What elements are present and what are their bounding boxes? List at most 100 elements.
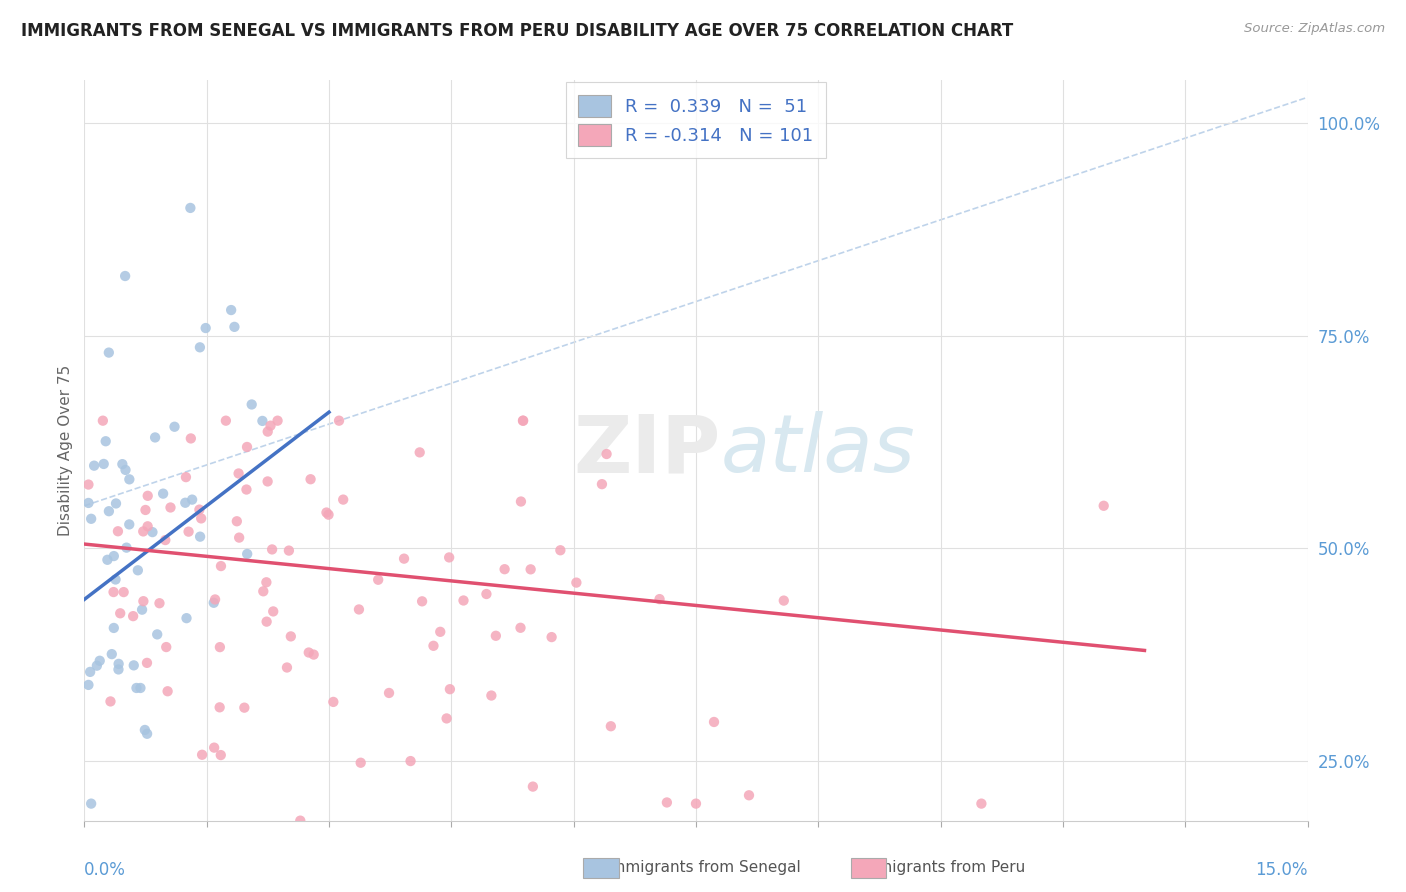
- Point: [235, 483, 257, 497]
- Point: [224, 319, 246, 334]
- Point: [127, 563, 149, 577]
- Point: [848, 822, 870, 837]
- Point: [512, 414, 534, 428]
- Point: [550, 543, 572, 558]
- Point: [114, 463, 136, 477]
- Point: [277, 543, 299, 558]
- Point: [191, 747, 214, 762]
- Point: [136, 519, 159, 533]
- Point: [96, 553, 118, 567]
- Point: [202, 596, 225, 610]
- Point: [703, 714, 725, 729]
- Point: [591, 477, 613, 491]
- Text: 15.0%: 15.0%: [1256, 862, 1308, 880]
- Point: [648, 592, 671, 607]
- Point: [332, 492, 354, 507]
- Point: [86, 658, 108, 673]
- Point: [194, 321, 217, 335]
- Point: [318, 508, 340, 522]
- Point: [107, 662, 129, 676]
- Point: [509, 621, 531, 635]
- Point: [290, 814, 312, 828]
- Point: [322, 695, 344, 709]
- Point: [512, 414, 534, 428]
- Point: [122, 658, 145, 673]
- Point: [367, 573, 389, 587]
- Point: [134, 723, 156, 737]
- Point: [262, 604, 284, 618]
- Point: [302, 648, 325, 662]
- Text: IMMIGRANTS FROM SENEGAL VS IMMIGRANTS FROM PERU DISABILITY AGE OVER 75 CORRELATI: IMMIGRANTS FROM SENEGAL VS IMMIGRANTS FR…: [21, 22, 1014, 40]
- Point: [738, 789, 761, 803]
- Point: [188, 340, 211, 354]
- Point: [219, 303, 242, 318]
- Point: [132, 524, 155, 539]
- Point: [256, 615, 278, 629]
- Point: [104, 573, 127, 587]
- Point: [177, 524, 200, 539]
- Point: [118, 517, 141, 532]
- Point: [202, 740, 225, 755]
- Point: [107, 524, 129, 539]
- Point: [188, 502, 211, 516]
- Point: [83, 458, 105, 473]
- Point: [129, 681, 152, 695]
- Point: [89, 654, 111, 668]
- Point: [215, 414, 238, 428]
- Point: [103, 549, 125, 563]
- Point: [280, 629, 302, 643]
- Point: [110, 607, 132, 621]
- Point: [188, 530, 211, 544]
- Point: [136, 727, 159, 741]
- Point: [378, 686, 401, 700]
- Point: [228, 467, 250, 481]
- Point: [479, 689, 502, 703]
- Point: [494, 562, 516, 576]
- Point: [179, 201, 201, 215]
- Point: [209, 559, 232, 574]
- Point: [101, 647, 124, 661]
- Point: [79, 665, 101, 679]
- Point: [522, 780, 544, 794]
- Point: [105, 496, 128, 510]
- Point: [429, 624, 451, 639]
- Point: [77, 678, 100, 692]
- Point: [254, 575, 277, 590]
- Point: [298, 646, 321, 660]
- Point: [118, 472, 141, 486]
- Point: [685, 797, 707, 811]
- Point: [176, 611, 198, 625]
- Point: [252, 584, 274, 599]
- Point: [399, 754, 422, 768]
- Point: [655, 796, 678, 810]
- Point: [209, 747, 232, 762]
- Point: [510, 494, 533, 508]
- Point: [132, 594, 155, 608]
- Point: [155, 533, 177, 547]
- Point: [141, 525, 163, 540]
- Point: [970, 797, 993, 811]
- Point: [114, 268, 136, 283]
- Point: [233, 700, 256, 714]
- Point: [439, 682, 461, 697]
- Point: [240, 397, 263, 411]
- Point: [136, 656, 159, 670]
- Point: [228, 531, 250, 545]
- Text: atlas: atlas: [720, 411, 915, 490]
- Point: [190, 511, 212, 525]
- Point: [256, 425, 278, 439]
- Point: [411, 594, 433, 608]
- Point: [599, 719, 621, 733]
- Point: [453, 593, 475, 607]
- Point: [595, 447, 617, 461]
- Point: [225, 514, 247, 528]
- Point: [276, 660, 298, 674]
- Point: [146, 627, 169, 641]
- Point: [409, 445, 432, 459]
- Point: [392, 551, 415, 566]
- Point: [208, 700, 231, 714]
- Point: [174, 470, 197, 484]
- Point: [122, 609, 145, 624]
- Point: [180, 432, 202, 446]
- Point: [77, 477, 100, 491]
